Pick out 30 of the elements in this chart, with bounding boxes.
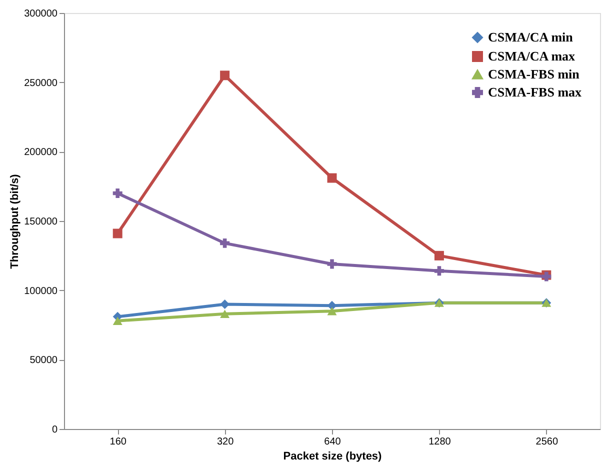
y-tick-label: 100000 xyxy=(24,286,58,297)
x-tick-label: 2560 xyxy=(536,436,558,448)
legend-label: CSMA/CA min xyxy=(488,30,574,44)
point xyxy=(327,259,337,269)
point xyxy=(220,70,230,80)
x-tick-label: 160 xyxy=(110,436,127,448)
y-tick-label: 250000 xyxy=(24,78,58,89)
y-tick-label: 50000 xyxy=(30,355,58,366)
y-axis-title: Throughput (bit/s) xyxy=(9,174,22,269)
y-tick-label: 200000 xyxy=(24,147,58,158)
x-tick-label: 320 xyxy=(216,436,234,448)
point xyxy=(112,316,122,325)
y-tick-label: 150000 xyxy=(24,216,58,228)
point xyxy=(112,188,122,198)
point xyxy=(434,266,444,276)
point xyxy=(327,173,337,183)
legend-label: CSMA-FBS min xyxy=(488,66,580,82)
y-tick-label: 0 xyxy=(52,424,58,436)
point xyxy=(327,307,337,316)
point xyxy=(220,299,230,309)
point xyxy=(112,228,122,238)
point xyxy=(220,310,230,318)
point xyxy=(434,250,444,260)
x-tick-label: 1280 xyxy=(428,436,452,448)
x-tick-label: 640 xyxy=(324,436,342,448)
y-tick-label: 300000 xyxy=(24,8,58,20)
x-axis-title: Packet size (bytes) xyxy=(283,450,382,462)
point xyxy=(220,238,230,248)
legend-label: CSMA/CA max xyxy=(488,48,576,64)
legend-label: CSMA-FBS max xyxy=(488,84,582,100)
